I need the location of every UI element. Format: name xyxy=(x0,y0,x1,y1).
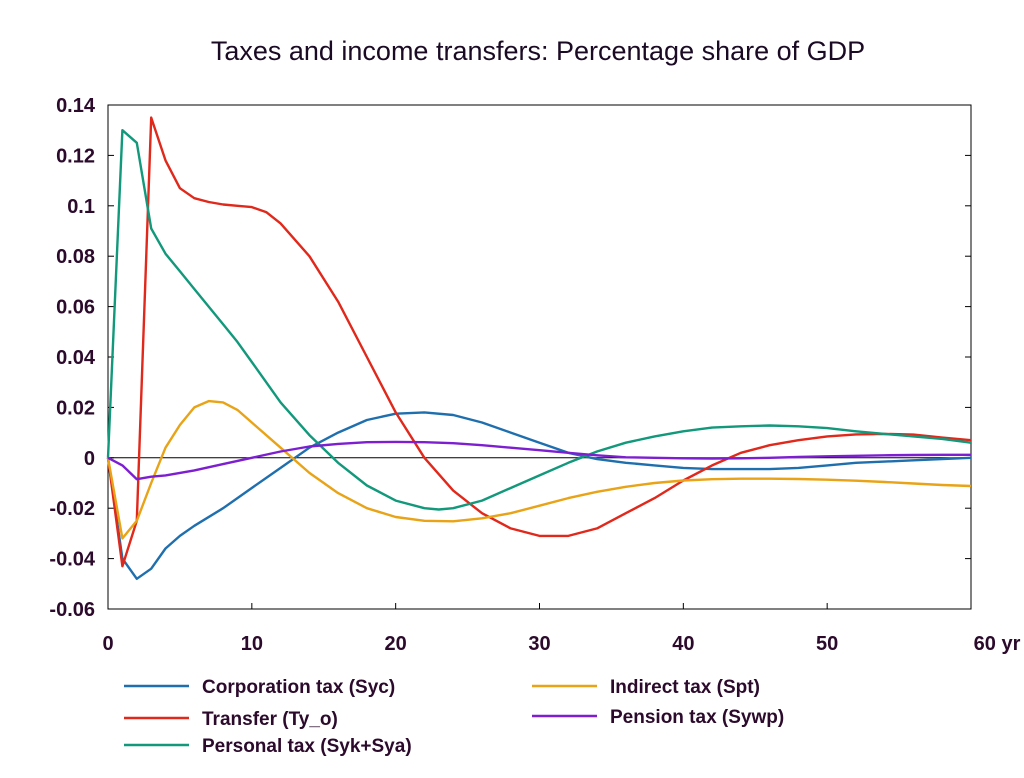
series-line-2 xyxy=(106,128,972,511)
legend-label: Corporation tax (Syc) xyxy=(202,677,395,698)
plot-frame xyxy=(107,104,972,610)
x-axis: 0 10 20 30 40 50 60 yr xyxy=(102,603,1021,655)
y-tick-label: 0.1 xyxy=(67,196,95,218)
y-axis: 0.14 0.12 0.1 0.08 0.06 0.04 0.02 0 -0.02 -0.04 -0… xyxy=(49,95,971,621)
y-tick-label: -0.06 xyxy=(49,599,95,621)
y-tick-label: 0 xyxy=(84,448,95,470)
y-tick-label: 0.08 xyxy=(56,246,95,268)
legend-label: Transfer (Ty_o) xyxy=(202,709,338,730)
series-line-1 xyxy=(106,116,972,568)
legend-label: Pension tax (Sywp) xyxy=(610,707,784,728)
x-tick-label: 10 xyxy=(241,633,263,655)
legend-label: Indirect tax (Spt) xyxy=(610,677,760,698)
legend-label: Personal tax (Syk+Sya) xyxy=(202,736,412,757)
y-tick-label: -0.04 xyxy=(49,549,95,571)
y-tick-label: 0.02 xyxy=(56,397,95,419)
series-lines xyxy=(106,116,972,580)
y-tick-label: 0.14 xyxy=(56,95,96,117)
chart-title: Taxes and income transfers: Percentage s… xyxy=(211,36,865,66)
series-line-0 xyxy=(106,411,972,580)
x-tick-label: 50 xyxy=(816,633,838,655)
y-tick-label: 0.06 xyxy=(56,297,95,319)
legend: Corporation tax (Syc) Transfer (Ty_o) Pers… xyxy=(124,677,784,757)
x-tick-label: 20 xyxy=(385,633,407,655)
x-tick-label: 40 xyxy=(672,633,694,655)
x-tick-label: 30 xyxy=(528,633,550,655)
series-line-4 xyxy=(107,440,971,481)
series-line-3 xyxy=(106,399,972,540)
x-tick-label: 60 yr xyxy=(974,633,1021,655)
y-tick-label: 0.04 xyxy=(56,347,96,369)
y-tick-label: -0.02 xyxy=(49,498,95,520)
y-tick-label: 0.12 xyxy=(56,145,95,167)
x-tick-label: 0 xyxy=(102,633,113,655)
